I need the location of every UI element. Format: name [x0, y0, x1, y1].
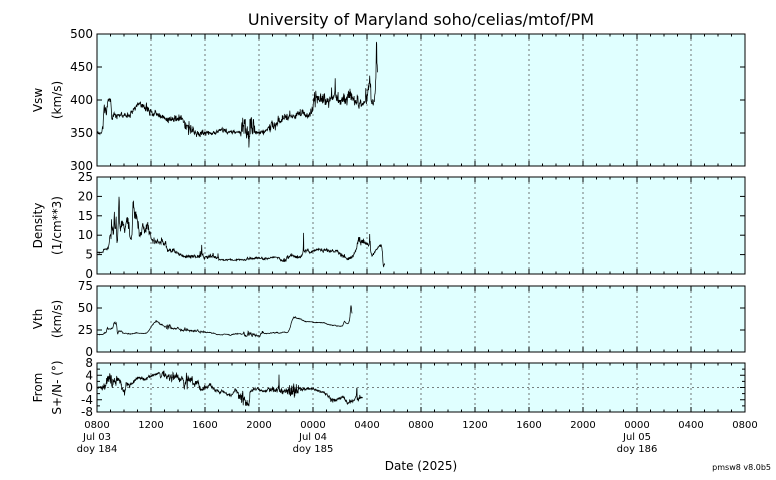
panel-vsw: 300 350 400 450 500 Vsw (km/s)	[31, 27, 746, 173]
plot-frame	[96, 285, 746, 353]
y-tick-label: 300	[70, 159, 93, 173]
x-tick-label: 0800 Jul 03 doy 184	[77, 420, 118, 455]
x-tick-label: 0000 Jul 04 doy 185	[293, 420, 334, 455]
y-tick-label: 25	[78, 170, 93, 184]
y-axis-label: Density (1/cm**3)	[31, 196, 64, 255]
y-axis-label: Vsw (km/s)	[31, 81, 64, 119]
y-tick-label: 15	[78, 209, 93, 223]
y-tick-label: 75	[78, 279, 93, 293]
x-tick-labels: 0800 Jul 03 doy 184 1200 1600 2000 0000 Jul 04 d…	[77, 420, 758, 455]
x-tick-label: 1200	[138, 420, 163, 431]
series-line-from	[96, 370, 363, 407]
y-axis-label: From S+/N- (°)	[31, 360, 64, 414]
y-tick-label: 400	[70, 93, 93, 107]
panel-density: 0 5 10 15 20 25 Density (1/cm**3)	[31, 170, 746, 281]
y-tick-label: 10	[78, 228, 93, 242]
plot-frame	[96, 176, 746, 275]
x-tick-label: 1200	[462, 420, 487, 431]
x-tick-label: 0800	[408, 420, 433, 431]
y-tick-label: 20	[78, 189, 93, 203]
plot-frame	[96, 362, 746, 413]
y-tick-label: -8	[81, 405, 93, 419]
x-axis-label: Date (2025)	[385, 459, 457, 473]
y-tick-label: -4	[81, 393, 93, 407]
y-tick-label: 450	[70, 60, 93, 74]
x-tick-label: 0800	[732, 420, 757, 431]
series-line-vsw	[97, 41, 378, 148]
y-tick-label: 500	[70, 27, 93, 41]
plot-area	[97, 177, 745, 274]
x-tick-label: 0400	[354, 420, 379, 431]
x-tick-label: 1600	[516, 420, 541, 431]
y-tick-label: 350	[70, 126, 93, 140]
y-tick-label: 0	[85, 381, 93, 395]
y-axis-label: Vth (km/s)	[31, 300, 64, 338]
y-tick-label: 5	[85, 248, 93, 262]
x-tick-label: 0400	[678, 420, 703, 431]
plot-frame	[96, 33, 746, 167]
y-tick-label: 50	[78, 301, 93, 315]
y-tick-label: 8	[85, 356, 93, 370]
y-tick-label: 0	[85, 345, 93, 359]
version-label: pmsw8 v8.0b5	[712, 463, 771, 472]
series-line-vth	[96, 305, 353, 338]
panel-vth: 0 25 50 75 Vth (km/s)	[31, 279, 746, 359]
y-tick-label: 0	[85, 267, 93, 281]
x-tick-label: 2000	[570, 420, 595, 431]
y-tick-label: 4	[85, 368, 93, 382]
x-tick-label: 2000	[246, 420, 271, 431]
chart-title: University of Maryland soho/celias/mtof/…	[248, 10, 594, 29]
x-tick-label: 1600	[192, 420, 217, 431]
y-tick-label: 25	[78, 323, 93, 337]
series-line-density	[96, 196, 386, 268]
x-tick-label: 0000 Jul 05 doy 186	[617, 420, 658, 455]
